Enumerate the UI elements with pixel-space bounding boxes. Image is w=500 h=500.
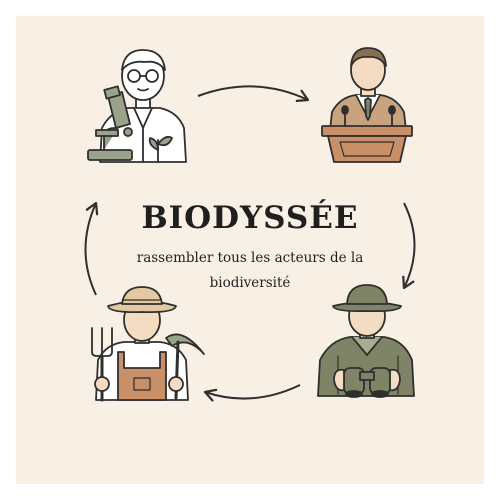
birdwatcher-with-binoculars-icon <box>317 284 415 398</box>
page-title: BIODYSSÉE <box>141 200 359 236</box>
farmer-with-tools-icon <box>91 286 205 402</box>
arrow-scientist-to-politician <box>197 85 310 103</box>
page-subtitle: rassembler tous les acteurs de la biodiv… <box>136 250 364 291</box>
speaker-at-podium-icon <box>321 47 413 163</box>
scientist-with-microscope-icon <box>87 49 187 163</box>
arrow-naturalist-to-farmer <box>203 384 301 402</box>
arrow-farmer-to-scientist <box>84 201 99 296</box>
arrow-politician-to-naturalist <box>402 202 416 290</box>
diagram-card <box>16 16 484 484</box>
